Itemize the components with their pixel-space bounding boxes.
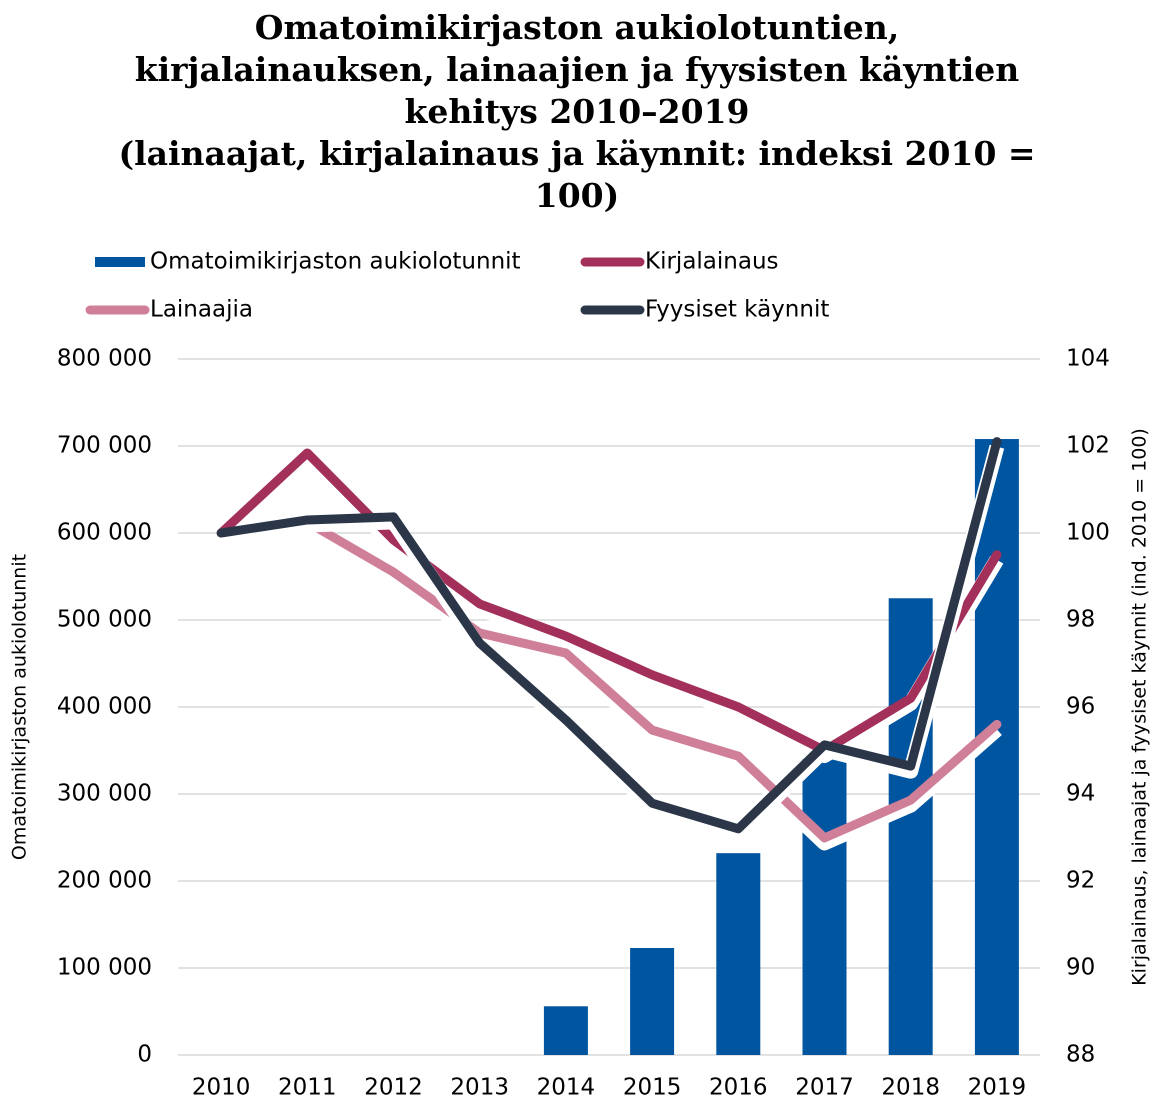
x-tick-label: 2014	[537, 1075, 596, 1101]
x-tick-label: 2015	[623, 1075, 682, 1101]
y-tick-label: 300 000	[57, 781, 152, 807]
x-tick-label: 2011	[278, 1075, 337, 1101]
y2-tick-label: 102	[1066, 433, 1110, 459]
legend-label: Kirjalainaus	[645, 249, 779, 275]
chart-title: 100)	[535, 176, 620, 215]
y2-axis-label: Kirjalainaus, lainaajat ja fyysiset käyn…	[1129, 428, 1151, 986]
y2-tick-label: 100	[1066, 520, 1110, 546]
y2-tick-label: 92	[1066, 868, 1095, 894]
chart-title: kehitys 2010–2019	[404, 92, 749, 131]
bar	[716, 853, 761, 1055]
line	[216, 448, 1002, 755]
y2-tick-label: 98	[1066, 607, 1095, 633]
x-tick-label: 2016	[709, 1075, 768, 1101]
x-tick-label: 2013	[450, 1075, 509, 1101]
y-tick-label: 600 000	[57, 520, 152, 546]
y2-tick-label: 90	[1066, 955, 1095, 981]
y-tick-label: 700 000	[57, 433, 152, 459]
x-tick-label: 2012	[364, 1075, 423, 1101]
y-tick-label: 400 000	[57, 694, 152, 720]
line	[216, 437, 1002, 834]
y2-tick-label: 94	[1066, 781, 1095, 807]
y2-tick-label: 88	[1066, 1042, 1095, 1068]
line	[216, 517, 1002, 843]
y-tick-label: 500 000	[57, 607, 152, 633]
line-outline	[220, 519, 1002, 851]
legend-label: Fyysiset käynnit	[645, 297, 829, 323]
legend-label: Omatoimikirjaston aukiolotunnit	[150, 249, 521, 275]
legend-swatch	[95, 257, 145, 267]
chart-title: Omatoimikirjaston aukiolotuntien,	[255, 8, 900, 47]
line-outline	[215, 450, 1004, 763]
y2-tick-label: 96	[1066, 694, 1095, 720]
bar	[543, 1006, 588, 1055]
line-outline	[219, 444, 1005, 842]
chart-title: (lainaajat, kirjalainaus ja käynnit: ind…	[118, 134, 1035, 173]
x-tick-label: 2018	[881, 1075, 940, 1101]
bar	[630, 947, 675, 1055]
y-tick-label: 0	[137, 1042, 152, 1068]
y-tick-label: 800 000	[57, 346, 152, 372]
y-tick-label: 100 000	[57, 955, 152, 981]
y2-tick-label: 104	[1066, 346, 1110, 372]
bar	[802, 759, 847, 1055]
legend-label: Lainaajia	[150, 297, 253, 323]
chart-title: kirjalainauksen, lainaajien ja fyysisten…	[135, 50, 1019, 89]
y-tick-label: 200 000	[57, 868, 152, 894]
x-tick-label: 2010	[192, 1075, 251, 1101]
y-axis-label: Omatoimikirjaston aukiolotunnit	[9, 554, 31, 860]
x-tick-label: 2017	[795, 1075, 854, 1101]
x-tick-label: 2019	[968, 1075, 1027, 1101]
